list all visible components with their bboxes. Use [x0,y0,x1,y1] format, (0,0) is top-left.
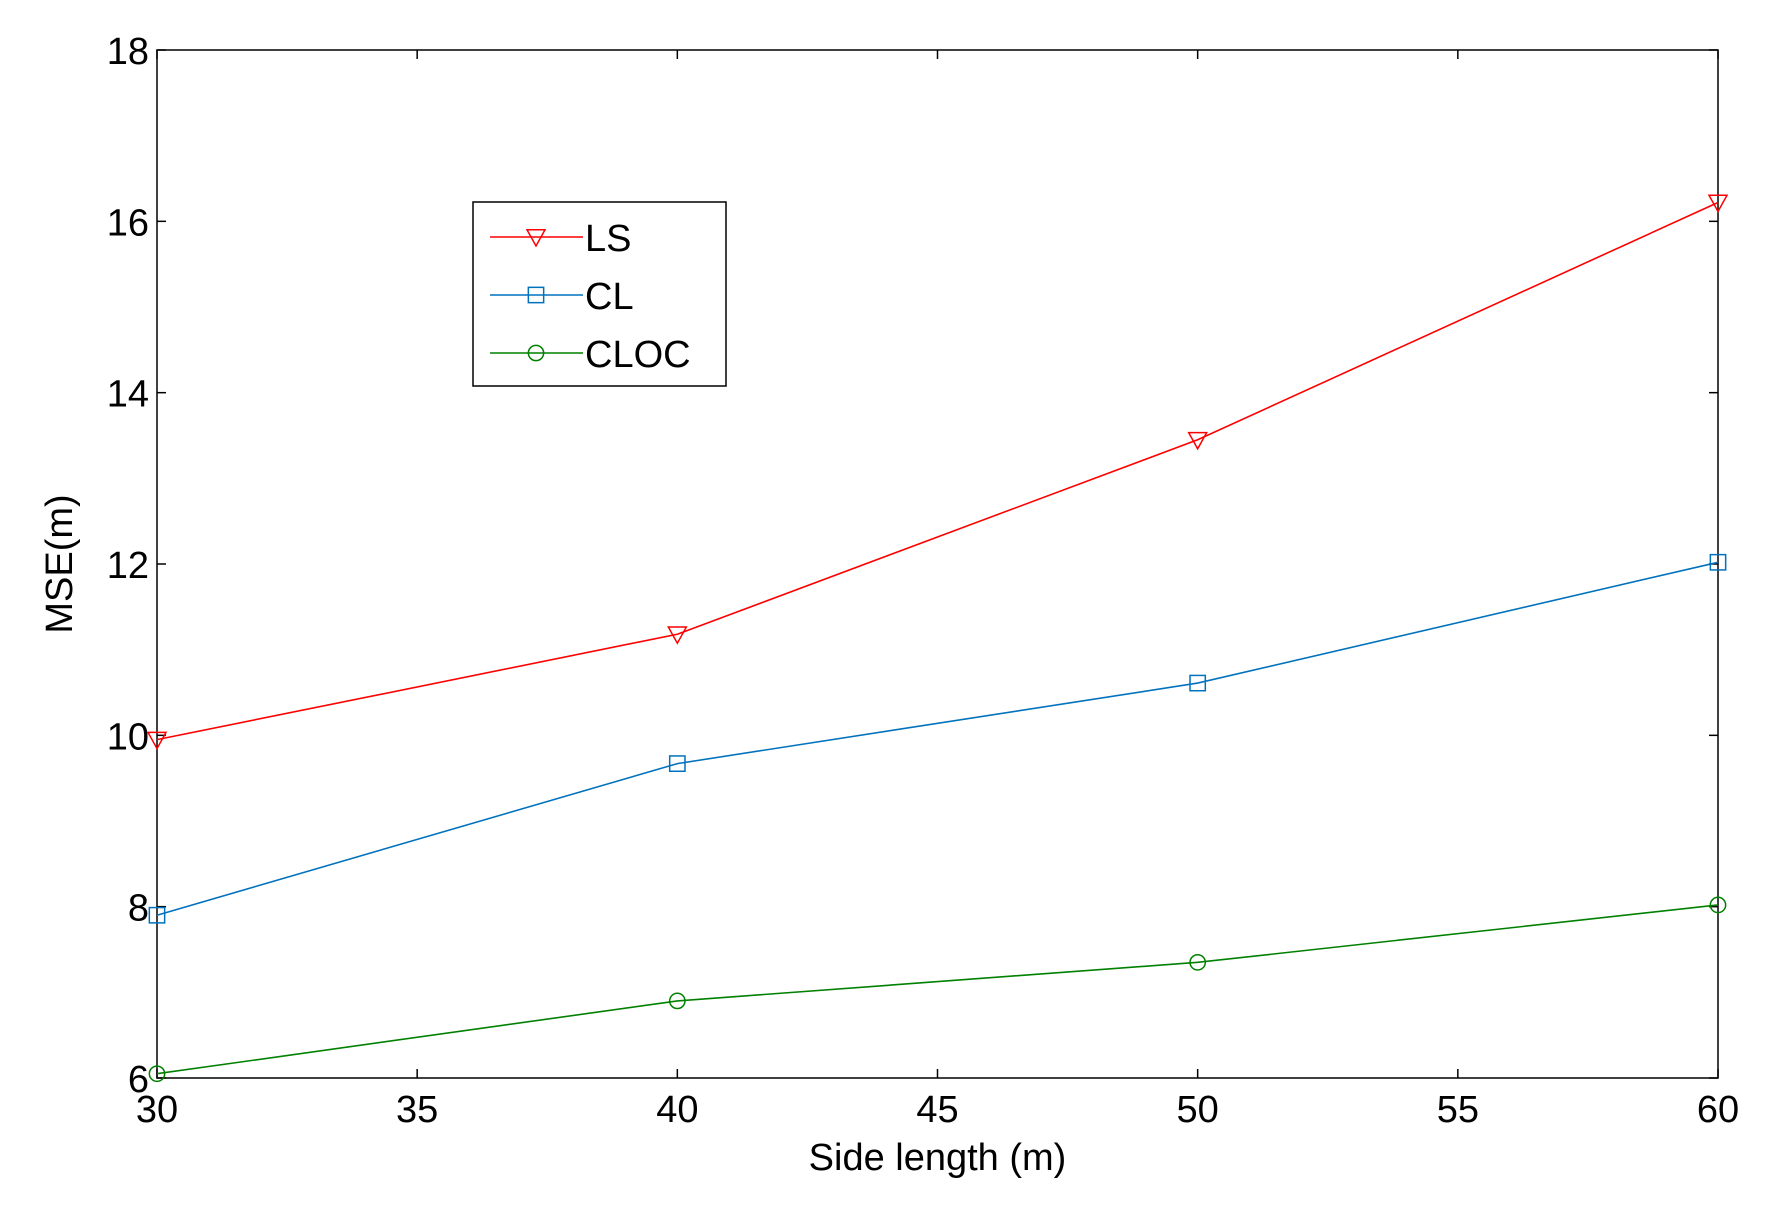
data-point-ls [1707,194,1729,214]
legend-item-ls: LS [490,218,631,260]
series-line-cloc [156,904,1719,1075]
y-tick-label: 18 [107,31,149,73]
data-point-cl [1709,553,1727,571]
series-cloc [148,896,1727,1083]
data-point-cl [148,906,166,924]
x-tick-label: 50 [1177,1089,1219,1131]
data-point-ls [667,626,688,645]
x-tick-label: 60 [1697,1089,1739,1131]
axis-ticks: 30 35 40 45 50 55 60 6 8 10 12 14 16 18 [107,31,1739,1131]
legend: LS CL CLOC [472,201,727,387]
legend-box [472,201,727,387]
legend-item-cloc: CLOC [490,334,691,376]
legend-label: CL [585,276,634,318]
x-axis-label: Side length (m) [809,1137,1067,1179]
x-tick-label: 30 [136,1089,178,1131]
data-point-ls [1187,431,1208,451]
series-layer [146,194,1729,1083]
x-tick-label: 55 [1437,1089,1479,1131]
data-point-cloc [668,992,686,1010]
y-axis-label: MSE(m) [39,494,81,633]
data-point-cloc [1709,896,1727,914]
series-cl [148,553,1727,924]
legend-label: LS [585,218,631,260]
data-point-cl [1189,674,1207,692]
data-point-cloc [148,1065,166,1083]
data-point-cloc [1189,953,1207,971]
y-tick-label: 14 [107,374,149,416]
x-tick-label: 35 [396,1089,438,1131]
series-ls [146,194,1729,751]
legend-marker [527,286,545,304]
legend-marker [527,344,545,362]
y-tick-label: 8 [128,888,149,930]
series-line-cl [156,561,1719,917]
plot-area-border [156,49,1719,1079]
y-tick-label: 6 [128,1059,149,1101]
x-tick-label: 40 [656,1089,698,1131]
x-tick-label: 45 [916,1089,958,1131]
legend-item-cl: CL [490,276,634,318]
y-tick-label: 10 [107,716,149,758]
legend-label: CLOC [585,334,691,376]
data-point-ls [146,731,168,751]
y-tick-label: 16 [107,202,149,244]
data-point-cl [668,755,686,773]
y-tick-label: 12 [107,545,149,587]
plot-frame [156,49,1719,1079]
legend-marker [525,229,547,248]
series-line-ls [156,201,1719,741]
